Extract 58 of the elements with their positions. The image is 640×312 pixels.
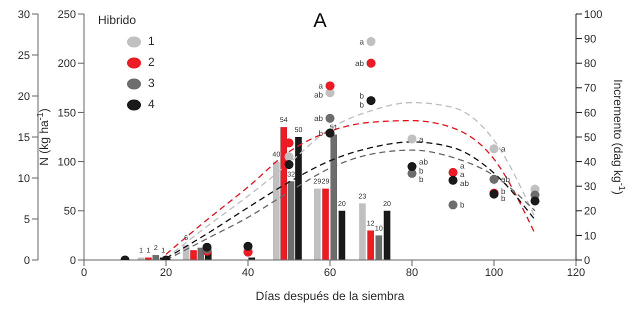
y3-tick-label: 30 [18,8,30,21]
y2-tick-label: 0 [584,254,590,267]
y2-tick-label: 40 [584,156,596,169]
y2-tick-label: 100 [584,8,602,21]
y3-tick-label: 20 [18,90,30,103]
annotation: b [318,128,324,138]
y-tick-label: 50 [64,206,76,218]
y-tick-label: 150 [58,107,76,120]
y3-tick-label: 25 [18,50,30,62]
x-tick-label: 120 [566,266,586,279]
legend-title: Hibrido [98,12,138,29]
annotation: a [318,82,324,91]
x-tick-label: 80 [406,266,418,279]
y2-tick-label: 70 [584,82,596,95]
annotation: ab [355,59,365,68]
x-tick-label: 60 [324,266,336,279]
y3-tick-label: 5 [24,214,30,226]
y3-tick-label: 15 [18,132,30,144]
annotation: a [460,170,465,180]
annotation: ab [314,90,324,100]
y-tick-label: 0 [70,254,76,267]
annotation: b [501,186,506,196]
y2-tick-label: 20 [584,206,596,218]
y2-tick-label: 30 [584,181,596,194]
y2-tick-label: 10 [584,230,596,242]
annotation: ab [314,114,324,124]
annotation: b [460,200,465,210]
x-tick-label: 40 [242,266,254,279]
annotation: a [501,144,506,154]
y2-tick-label: 60 [584,107,596,120]
annotation: b [419,166,424,176]
x-axis-title: Días después de la siembra [256,289,405,303]
y2-tick-label: 90 [584,34,596,46]
legend-label: 3 [148,75,155,92]
annotation: b [419,175,424,184]
annotation: a [360,37,365,46]
annotation: b [360,100,365,110]
y-tick-label: 250 [58,8,76,21]
annotation: ab [419,157,428,166]
y3-tick-label: 10 [18,172,30,185]
chart-title: A [313,10,327,32]
legend-label: 2 [148,54,155,71]
annotation: ab [501,175,510,184]
y2-tick-label: 50 [584,132,596,144]
y3-tick-label: 0 [24,254,30,267]
y-tick-label: 100 [58,156,76,169]
x-tick-label: 20 [160,266,172,279]
x-tick-label: 100 [484,266,504,279]
annotation: b [501,194,506,203]
y-tick-label: 200 [58,58,76,70]
x-tick-label: 0 [80,266,88,279]
annotation: b [360,92,365,101]
legend-label: 1 [148,33,155,50]
legend-label: 4 [148,96,155,113]
annotation: a [419,134,424,144]
annotation: ab [460,179,470,188]
annotation: a [460,161,465,170]
y2-tick-label: 80 [584,58,596,70]
